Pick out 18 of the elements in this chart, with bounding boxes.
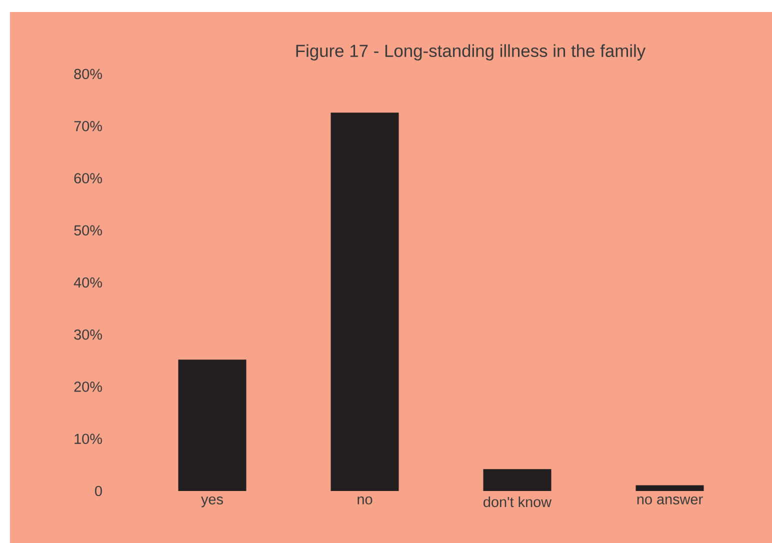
chart-title: Figure 17 - Long-standing illness in the family	[296, 44, 646, 60]
x-tick-label: no answer	[637, 496, 703, 504]
y-tick-label: 50%	[74, 225, 102, 236]
x-tick-label: no	[358, 496, 372, 504]
y-tick-label: 80%	[74, 68, 102, 80]
bar	[483, 469, 552, 491]
y-tick-label: 60%	[74, 173, 102, 184]
x-tick-label: yes	[201, 496, 223, 508]
x-tick-label: don't know	[484, 496, 552, 508]
y-tick-label: 0	[95, 486, 102, 496]
y-tick-label: 30%	[74, 329, 102, 340]
y-tick-label: 70%	[74, 120, 102, 132]
y-tick-label: 20%	[74, 382, 102, 392]
bar	[636, 485, 704, 491]
y-tick-label: 40%	[74, 277, 102, 288]
bar	[330, 112, 399, 491]
y-tick-label: 10%	[74, 434, 102, 444]
bar	[178, 360, 246, 491]
